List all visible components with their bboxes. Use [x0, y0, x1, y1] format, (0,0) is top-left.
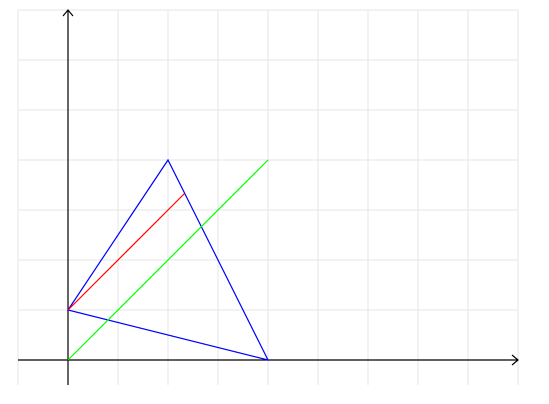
y-axis-arrowhead	[62, 9, 74, 17]
triangle-shape	[67, 158, 270, 361]
series-layer	[67, 158, 270, 361]
line-segment-2	[67, 159, 269, 361]
line-segment-1	[67, 193, 185, 311]
x-axis-arrowhead	[511, 354, 519, 366]
grid	[17, 9, 519, 385]
